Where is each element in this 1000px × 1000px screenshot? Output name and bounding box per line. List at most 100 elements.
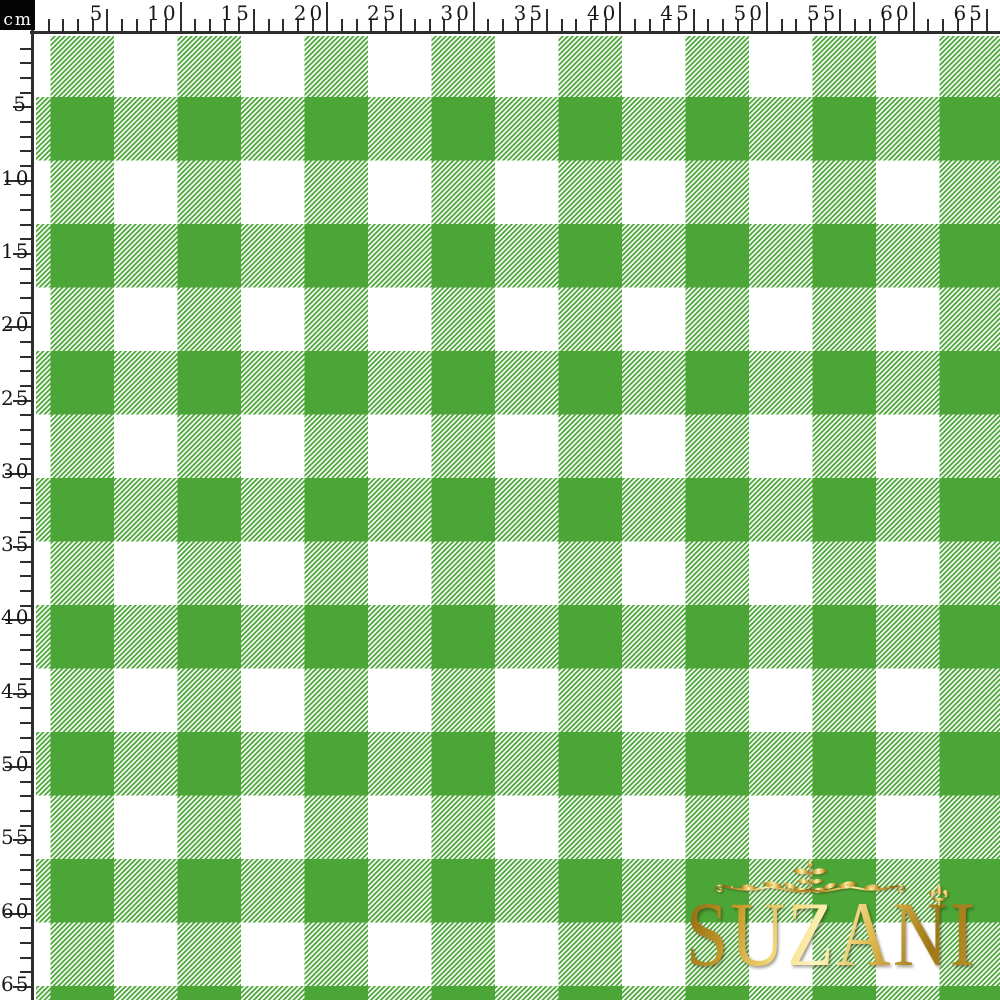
unit-label: cm	[3, 10, 33, 30]
ruler-top-label: 65	[953, 1, 985, 25]
ruler-tick	[648, 19, 651, 32]
ruler-tick	[20, 824, 32, 827]
ruler-top: 5 10 15 20 25 30 35 40 45 50 55 60 65	[0, 0, 1000, 36]
ruler-left-label: 25	[1, 385, 31, 410]
ruler-tick	[20, 120, 32, 123]
ruler-left-label: 20	[1, 312, 31, 337]
ruler-tick	[443, 19, 446, 32]
ruler-tick	[20, 355, 32, 358]
ruler-tick	[780, 19, 783, 32]
ruler-tick	[252, 9, 255, 32]
ruler-tick	[13, 839, 32, 842]
ruler-tick	[62, 19, 65, 32]
ruler-top-label: 40	[586, 1, 619, 25]
ruler-tick	[296, 19, 299, 32]
floral-flourish-icon	[714, 859, 906, 893]
ruler-tick	[20, 428, 32, 431]
ruler-tick	[370, 19, 373, 32]
ruler-tick	[20, 91, 32, 94]
ruler-tick	[428, 19, 431, 32]
ruler-top-label: 55	[806, 1, 839, 25]
ruler-tick	[20, 267, 32, 270]
ruler-tick	[5, 766, 32, 768]
ruler-tick	[20, 707, 32, 710]
ruler-left-label: 60	[1, 898, 31, 923]
ruler-tick	[20, 722, 32, 725]
ruler-tick	[634, 19, 637, 32]
ruler-tick	[707, 19, 710, 32]
ruler-tick	[20, 296, 32, 299]
ruler-tick	[223, 19, 226, 32]
ruler-left-label: 40	[1, 605, 31, 630]
ruler-tick	[5, 619, 32, 622]
ruler-tick	[20, 238, 32, 241]
ruler-top-label: 15	[220, 1, 252, 25]
ruler-tick	[809, 19, 812, 32]
ruler-tick	[897, 19, 900, 32]
ruler-left-label: 10	[1, 165, 31, 190]
ruler-tick	[282, 19, 285, 32]
ruler-tick	[546, 9, 549, 32]
ruler-tick	[20, 282, 32, 285]
ruler-tick	[472, 2, 475, 32]
ruler-tick	[795, 19, 798, 32]
ruler-tick	[20, 223, 32, 226]
ruler-top-label: 10	[147, 1, 179, 25]
ruler-tick	[20, 575, 32, 578]
ruler-tick	[13, 399, 32, 402]
ruler-tick	[516, 19, 519, 32]
ruler-tick	[20, 76, 32, 79]
ruler-tick	[5, 912, 32, 915]
ruler-tick	[106, 9, 109, 32]
ruler-tick	[267, 19, 270, 32]
ruler-tick	[20, 780, 32, 783]
ruler-left-label: 5	[13, 92, 28, 117]
ruler-left-label: 35	[1, 532, 31, 557]
ruler-left-label: 65	[1, 971, 31, 996]
brand-logo: SUZANI	[654, 858, 975, 980]
gingham-pattern	[36, 36, 1000, 1000]
ruler-tick	[868, 19, 871, 32]
ruler-tick	[20, 443, 32, 446]
ruler-tick	[20, 663, 32, 666]
brand-row: SUZANI	[654, 884, 975, 980]
ruler-tick	[238, 19, 241, 32]
ruler-top-line	[30, 30, 1000, 34]
ruler-tick	[47, 19, 50, 32]
ruler-tick	[971, 19, 974, 32]
ruler-tick	[956, 19, 959, 32]
ruler-tick	[20, 927, 32, 930]
ruler-tick	[20, 941, 32, 944]
ruler-tick	[824, 19, 827, 32]
ruler-left-label: 15	[1, 238, 31, 263]
ruler-tick	[311, 19, 314, 32]
ruler-tick	[164, 19, 167, 32]
ruler-tick	[985, 9, 988, 32]
ruler-tick	[20, 150, 32, 153]
ruler-tick	[20, 634, 32, 637]
ruler-left-label: 50	[1, 752, 31, 776]
ruler-tick	[20, 868, 32, 871]
ruler-tick	[5, 326, 32, 329]
ruler-tick	[20, 340, 32, 343]
ruler-tick	[179, 2, 182, 32]
ruler-tick	[20, 590, 32, 593]
ruler-top-label: 45	[660, 1, 692, 25]
ruler-tick	[150, 19, 153, 32]
ruler-tick	[20, 736, 32, 739]
ruler-tick	[20, 795, 32, 798]
ruler-tick	[678, 19, 681, 32]
ruler-tick	[194, 19, 197, 32]
ruler-tick	[355, 19, 358, 32]
ruler-top-label: 35	[513, 1, 546, 25]
ruler-tick	[5, 472, 32, 475]
ruler-tick	[13, 985, 32, 988]
ruler-tick	[941, 19, 944, 32]
brand-name: SUZANI	[685, 883, 978, 985]
ruler-tick	[487, 19, 490, 32]
ruler-tick	[76, 19, 79, 32]
ruler-tick	[20, 194, 32, 197]
ruler-tick	[692, 9, 695, 32]
ruler-tick	[560, 19, 563, 32]
ruler-tick	[13, 692, 32, 695]
